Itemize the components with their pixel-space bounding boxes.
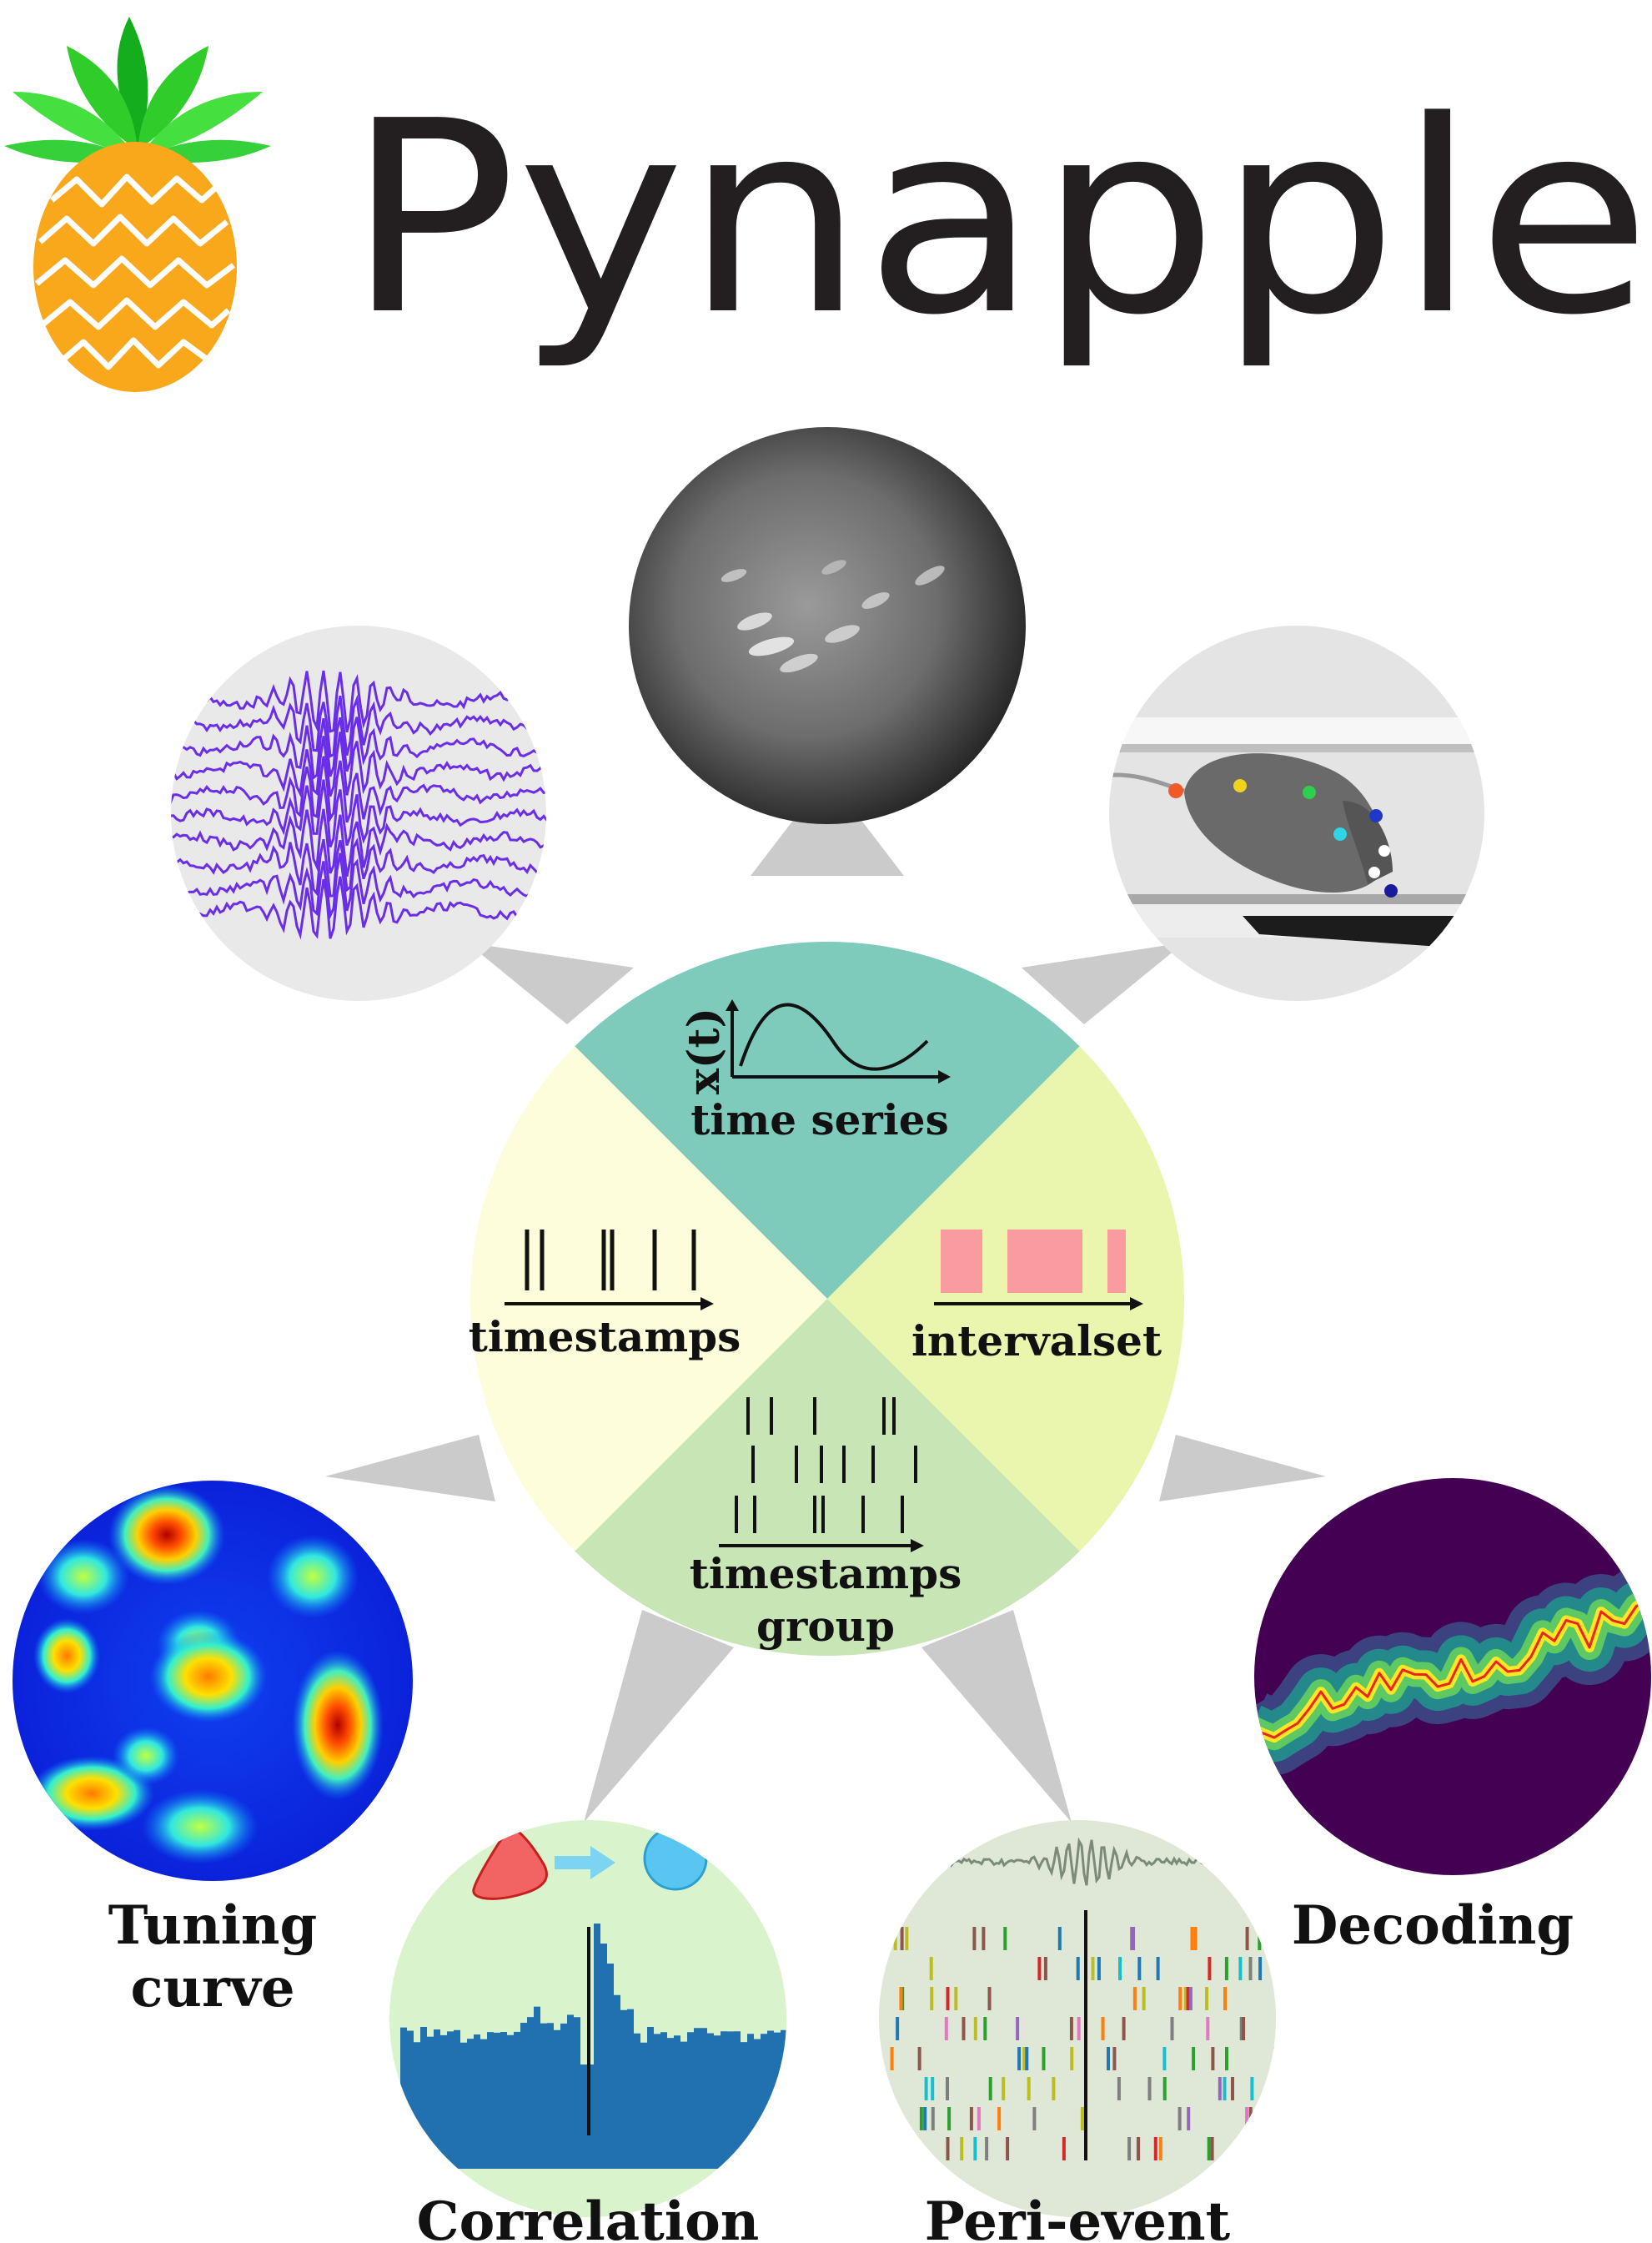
tsgroup-arrow-icon xyxy=(911,1539,924,1552)
pose-tracking-icon xyxy=(1109,626,1484,1001)
sector-intervalset-label: intervalset xyxy=(911,1316,1162,1365)
tsgroup-raster-icon xyxy=(719,1397,917,1547)
place-field-heatmap-icon xyxy=(13,1481,413,1881)
sector-timestamps-label: timestamps xyxy=(469,1312,741,1361)
caption-correlation: Correlation xyxy=(417,2190,760,2243)
sector-time-series-label: time series xyxy=(690,1095,948,1144)
decoding-posterior-icon xyxy=(1254,1478,1651,1875)
calcium-imaging-icon xyxy=(629,427,1026,824)
peri-event-raster-icon xyxy=(879,1820,1276,2217)
spokes xyxy=(325,776,1326,1823)
timestamps-ticks-icon xyxy=(505,1230,700,1305)
core-data-structures: x(t) time series timestamps intervalset xyxy=(469,942,1184,1656)
sector-tsgroup-label-line2: group xyxy=(756,1602,895,1651)
caption-peri-event: Peri-event xyxy=(925,2190,1231,2243)
timestamps-arrow-icon xyxy=(700,1297,714,1310)
time-series-axis-label: x(t) xyxy=(679,1008,730,1094)
lfp-traces-icon xyxy=(171,626,546,1001)
cross-correlogram-icon xyxy=(389,1820,786,2217)
intervalset-blocks-icon xyxy=(934,1230,1143,1310)
sector-tsgroup-label-line1: timestamps xyxy=(690,1549,962,1598)
pineapple-logo-icon xyxy=(4,17,271,392)
caption-tuning-line1: Tuning xyxy=(108,1894,317,1957)
brand-title: Pynapple xyxy=(346,64,1651,373)
caption-tuning-line2: curve xyxy=(130,1957,294,2019)
time-series-plot-icon xyxy=(726,999,951,1084)
caption-decoding: Decoding xyxy=(1292,1894,1574,1957)
